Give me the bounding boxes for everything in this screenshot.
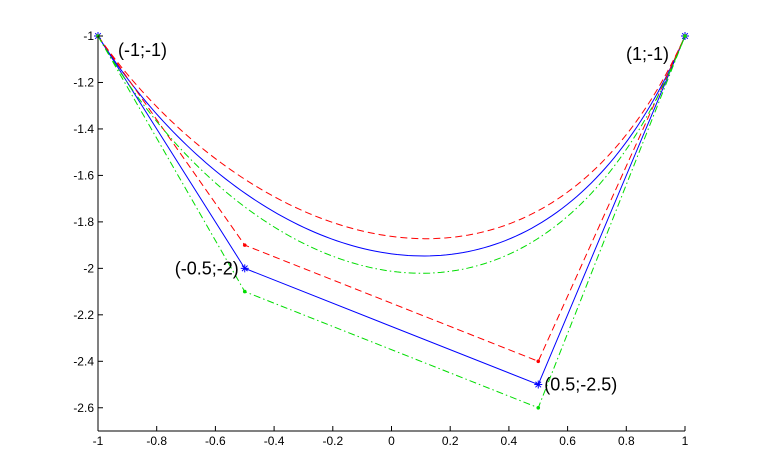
y-tick-label-3: -1.6 [73,168,94,182]
bezier-curve-line-5 [97,35,686,274]
dot-marker-4-2 [536,405,541,410]
x-tick-label-1: -0.8 [146,434,167,448]
x-tick-label-0: -1 [93,434,104,448]
y-tick-label-0: -1 [83,29,94,43]
y-tick-label-1: -1.2 [73,75,94,89]
plot-background [98,36,685,431]
x-tick-label-7: 0.4 [501,434,518,448]
annotation-layer: (-1;-1) (1;-1) (-0.5;-2) (0.5;-2.5) [118,40,669,395]
dot-marker-2-2 [536,359,541,364]
x-tick-label-9: 0.8 [618,434,635,448]
annotation-3: (0.5;-2.5) [544,375,617,395]
x-tick-label-4: -0.2 [322,434,343,448]
y-tick-label-6: -2.2 [73,308,94,322]
control-polygon-line-4 [97,35,686,409]
x-tick-label-3: -0.4 [264,434,285,448]
x-tick-label-8: 0.6 [559,434,576,448]
star-marker-0-2 [534,380,543,389]
annotation-1: (1;-1) [626,44,669,64]
x-tick-label-5: 0 [388,434,395,448]
series-layer [97,35,686,409]
control-polygon-line-2 [97,35,686,362]
axes: -1 -0.8 -0.6 -0.4 -0.2 0 0.2 0.4 0.6 0.8 1 -1 -1.2 -1… [73,29,688,448]
star-marker-0-1 [240,264,249,273]
dot-marker-2-1 [242,243,247,247]
x-tick-label-2: -0.6 [205,434,226,448]
y-tick-label-4: -1.8 [73,215,94,229]
marker-layer [94,32,689,410]
annotation-2: (-0.5;-2) [175,258,239,278]
dot-marker-4-3 [683,34,687,38]
x-tick-label-6: 0.2 [442,434,459,448]
annotation-0: (-1;-1) [118,40,167,60]
y-tick-label-2: -1.4 [73,122,94,136]
bezier-curve-line-3 [97,35,686,240]
control-polygon-line-0 [97,35,686,386]
y-tick-label-5: -2 [83,261,94,275]
y-tick-label-7: -2.4 [73,354,94,368]
y-tick-label-8: -2.6 [73,401,94,415]
bezier-curve-line-1 [97,35,686,257]
plot-area [98,36,685,431]
x-tick-label-10: 1 [682,434,689,448]
dot-marker-4-1 [242,289,247,294]
